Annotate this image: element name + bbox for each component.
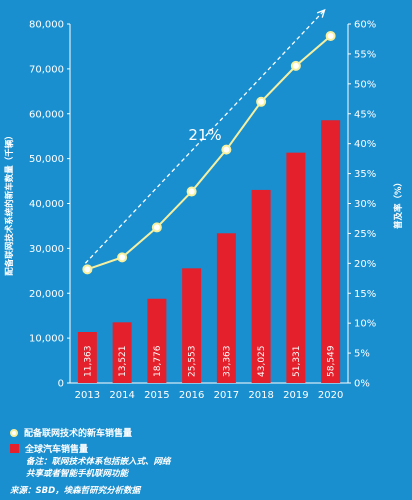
- line-point: [117, 252, 128, 263]
- bar-value-label: 58,549: [327, 345, 337, 377]
- legend-item-bar: 全球汽车销售量: [10, 442, 88, 455]
- y-right-tick-label: 50%: [354, 79, 376, 90]
- bar: [321, 120, 341, 384]
- bar-value-label: 18,776: [153, 345, 163, 377]
- x-tick-label: 2014: [109, 390, 134, 401]
- y-right-tick-label: 10%: [354, 319, 376, 330]
- y-right-tick-label: 40%: [354, 139, 376, 150]
- line-point: [256, 96, 267, 107]
- legend-bar-marker: [10, 444, 19, 453]
- y-left-tick-label: 70,000: [29, 64, 64, 75]
- bar: [216, 233, 236, 383]
- y-right-tick-label: 20%: [354, 259, 376, 270]
- y-right-tick-label: 5%: [354, 349, 370, 360]
- y-right-tick-label: 30%: [354, 199, 376, 210]
- penetration-line: [87, 35, 332, 271]
- y-axis-left-title: 配备联网技术系统的新车数量（千辆）: [4, 131, 15, 276]
- bar: [147, 298, 167, 383]
- y-left-tick-label: 60,000: [29, 109, 64, 120]
- bar-value-label: 13,521: [118, 346, 128, 378]
- line-point: [221, 144, 232, 155]
- y-left-tick-label: 0: [58, 379, 64, 390]
- line-point: [151, 222, 162, 233]
- chart-note: 备注：联网技术体系包括嵌入式、网络 共享或者智能手机联网功能: [26, 457, 171, 479]
- y-left-tick-label: 50,000: [29, 154, 64, 165]
- y-right-tick-label: 45%: [354, 109, 376, 120]
- y-left-tick-label: 10,000: [29, 334, 64, 345]
- x-tick-label: 2018: [248, 390, 273, 401]
- y-right-tick-label: 15%: [354, 289, 376, 300]
- line-point: [186, 186, 197, 197]
- trend-arrow-head: [316, 8, 326, 18]
- legend: 配备联网技术的新车销售量 全球汽车销售量 备注：联网技术体系包括嵌入式、网络 共…: [0, 418, 412, 500]
- legend-item-line: 配备联网技术的新车销售量: [10, 426, 132, 439]
- y-axis-right-title: 普及率（%）: [393, 178, 404, 229]
- x-tick-label: 2017: [214, 390, 239, 401]
- bar-value-label: 25,553: [188, 346, 198, 378]
- y-right-tick-label: 35%: [354, 169, 376, 180]
- y-right-tick-label: 0%: [354, 379, 370, 390]
- y-left-tick-label: 20,000: [29, 289, 64, 300]
- bar-value-label: 51,331: [292, 346, 302, 378]
- x-tick-label: 2015: [144, 390, 169, 401]
- line-point: [325, 30, 336, 41]
- y-left-tick-label: 30,000: [29, 244, 64, 255]
- cagr-annotation: 21%: [188, 126, 221, 144]
- bar: [286, 152, 306, 383]
- bar-value-label: 43,025: [257, 346, 267, 378]
- x-tick-label: 2020: [318, 390, 343, 401]
- legend-line-label: 配备联网技术的新车销售量: [24, 429, 133, 439]
- x-tick-label: 2016: [179, 390, 204, 401]
- x-tick-label: 2019: [283, 390, 308, 401]
- bar: [112, 322, 132, 383]
- x-tick-label: 2013: [75, 390, 100, 401]
- trend-arrow-line: [84, 9, 326, 264]
- bar-value-label: 11,363: [83, 346, 93, 378]
- y-right-tick-label: 60%: [354, 20, 376, 31]
- line-point: [290, 60, 301, 71]
- y-right-tick-label: 55%: [354, 49, 376, 60]
- bar: [251, 189, 271, 383]
- chart-canvas: 0 10,000 20,000 30,000 40,000 50,000 60,000 70,…: [4, 8, 404, 401]
- y-right-tick-label: 25%: [354, 229, 376, 240]
- line-point: [82, 264, 93, 275]
- bar: [77, 332, 97, 383]
- bar-value-label: 33,363: [222, 346, 232, 378]
- legend-bar-label: 全球汽车销售量: [25, 445, 89, 455]
- legend-line-marker: [10, 428, 18, 437]
- bar: [182, 268, 202, 383]
- y-left-tick-label: 40,000: [29, 199, 64, 210]
- chart-source: 来源：SBD，埃森哲研究分析数据: [10, 486, 141, 496]
- y-left-tick-label: 80,000: [29, 20, 64, 31]
